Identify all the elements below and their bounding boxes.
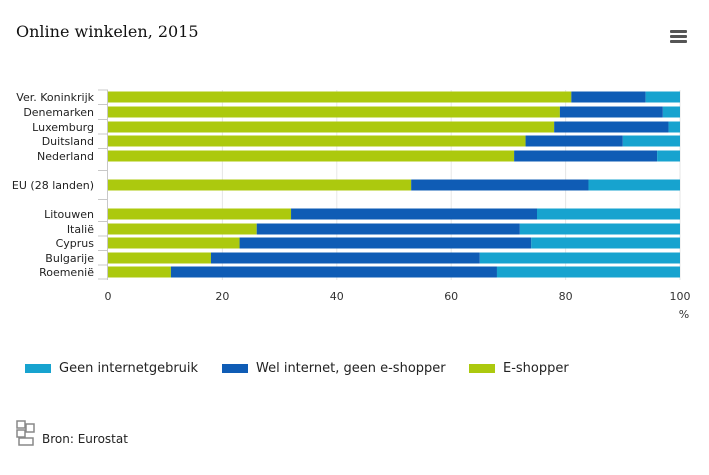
bar-segment — [668, 121, 680, 133]
bar-segment — [645, 91, 680, 103]
bar-segment — [108, 135, 526, 147]
category-label: Luxemburg — [32, 121, 94, 134]
x-tick-label: 80 — [559, 290, 573, 303]
x-tick-label: 0 — [105, 290, 112, 303]
category-label: EU (28 landen) — [12, 179, 94, 192]
category-label: Denemarken — [23, 106, 94, 119]
bar-segment — [662, 106, 680, 118]
legend-item-e-shopper[interactable]: E-shopper — [469, 361, 569, 376]
bar-segment — [496, 266, 680, 278]
category-label: Ver. Koninkrijk — [16, 91, 94, 104]
bar-segment — [291, 208, 537, 220]
bar-segment — [479, 252, 680, 264]
bar-segment — [210, 252, 480, 264]
x-tick-label: 100 — [670, 290, 691, 303]
bar-segment — [108, 106, 560, 118]
category-label: Litouwen — [44, 208, 94, 221]
bar-segment — [108, 150, 515, 162]
legend-swatch-geen — [25, 364, 51, 373]
bar-segment — [657, 150, 680, 162]
legend-item-geen-internetgebruik[interactable]: Geen internetgebruik — [25, 361, 198, 376]
bar-segment — [108, 252, 211, 264]
legend-label: E-shopper — [503, 361, 569, 376]
x-tick-label: 40 — [330, 290, 344, 303]
bar-segment — [411, 179, 589, 191]
x-tick-label: 60 — [444, 290, 458, 303]
bar-segment — [256, 223, 520, 235]
bar-segment — [571, 91, 646, 103]
bar-segment — [622, 135, 680, 147]
category-label: Roemenië — [39, 266, 94, 279]
bar-segment — [525, 135, 623, 147]
stacked-bar-chart: Ver. Koninkrijk Denemarken LuxemburgDuitsl… — [12, 89, 691, 321]
bar-segment — [108, 91, 572, 103]
category-label: Duitsland — [42, 135, 94, 148]
category-label: Nederland — [37, 150, 94, 163]
bar-segment — [514, 150, 658, 162]
category-label: Bulgarije — [45, 252, 94, 265]
bar-segment — [537, 208, 680, 220]
bar-segment — [108, 179, 412, 191]
category-label: Italië — [67, 223, 94, 236]
bar-segment — [559, 106, 663, 118]
chart-title: Online winkelen, 2015 — [16, 22, 199, 41]
bar-segment — [588, 179, 680, 191]
legend-swatch-eshopper — [469, 364, 495, 373]
bar-segment — [108, 266, 171, 278]
source-note: Bron: Eurostat — [16, 420, 128, 446]
hamburger-menu-icon[interactable] — [670, 30, 687, 44]
legend-label: Geen internetgebruik — [59, 361, 199, 376]
legend-item-wel-internet[interactable]: Wel internet, geen e-shopper — [222, 361, 446, 376]
bar-segment — [519, 223, 680, 235]
bar-segment — [170, 266, 497, 278]
legend-label: Wel internet, geen e-shopper — [256, 361, 446, 376]
bar-segment — [108, 237, 240, 249]
bar-segment — [108, 223, 257, 235]
category-label: Cyprus — [56, 237, 95, 250]
legend-swatch-wel — [222, 364, 248, 373]
cbs-logo-icon — [16, 420, 35, 446]
x-tick-label: 20 — [215, 290, 229, 303]
bar-segment — [554, 121, 669, 133]
x-axis-label: % — [679, 308, 689, 321]
bar-segment — [531, 237, 680, 249]
bar-segment — [108, 208, 292, 220]
chart-legend: Geen internetgebruik Wel internet, geen … — [0, 361, 709, 379]
bar-segment — [239, 237, 532, 249]
bar-segment — [108, 121, 555, 133]
source-text: Bron: Eurostat — [42, 432, 128, 446]
